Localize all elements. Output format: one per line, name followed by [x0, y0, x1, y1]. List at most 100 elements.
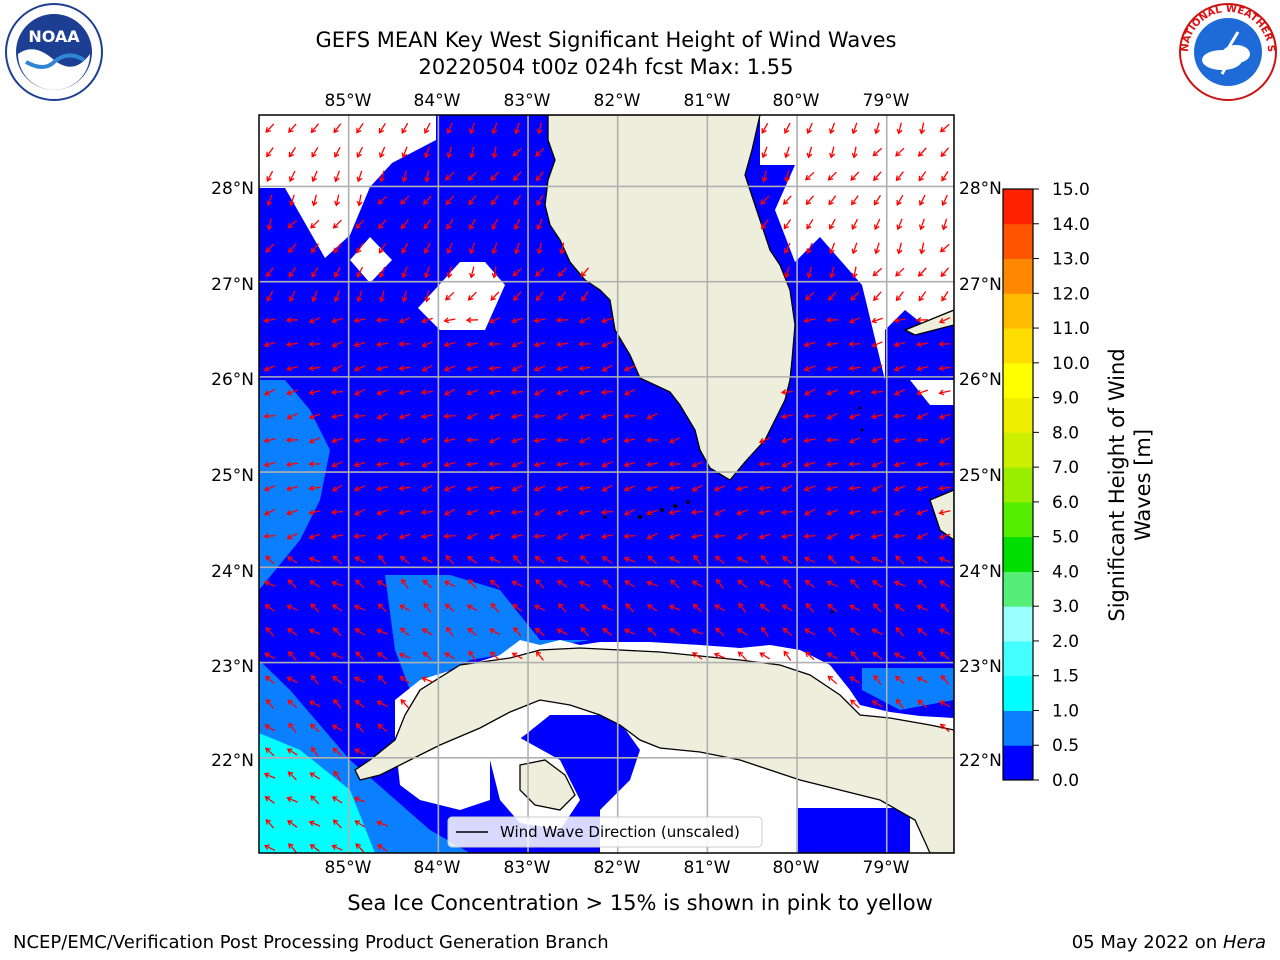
- wind-wave-arrow: [555, 461, 568, 468]
- wind-wave-arrow: [870, 509, 884, 516]
- wind-wave-arrow: [939, 723, 950, 733]
- wind-wave-arrow: [424, 266, 430, 279]
- map-title: GEFS MEAN Key West Significant Height of…: [315, 28, 897, 52]
- wind-wave-arrow: [286, 796, 298, 803]
- wind-wave-arrow: [488, 365, 501, 372]
- wind-wave-arrow: [780, 533, 794, 540]
- wind-wave-arrow: [465, 341, 478, 348]
- wind-wave-arrow: [871, 484, 883, 492]
- wind-wave-arrow: [737, 651, 747, 661]
- wind-wave-arrow: [421, 628, 433, 636]
- wind-wave-arrow: [761, 626, 769, 637]
- colorbar-segment: [1003, 675, 1033, 711]
- wind-wave-arrow: [330, 509, 344, 516]
- wind-wave-arrow: [918, 194, 926, 206]
- wind-wave-arrow: [624, 508, 636, 516]
- wind-wave-arrow: [736, 509, 748, 516]
- wind-wave-arrow: [468, 195, 477, 206]
- wind-wave-arrow: [308, 437, 321, 444]
- wind-wave-arrow: [938, 413, 951, 420]
- wind-wave-arrow: [379, 170, 385, 183]
- wind-wave-arrow: [263, 365, 276, 372]
- wind-wave-arrow: [488, 556, 501, 563]
- wind-wave-arrow: [332, 819, 342, 829]
- wind-wave-arrow: [825, 461, 838, 468]
- wind-wave-arrow: [600, 509, 614, 516]
- wind-wave-arrow: [940, 674, 949, 685]
- wind-wave-arrow: [535, 267, 545, 277]
- lat-tick-right: 25°N: [959, 466, 1002, 486]
- wind-wave-arrow: [825, 437, 839, 444]
- lon-tick-bottom: 79°W: [863, 858, 910, 878]
- wind-wave-arrow: [917, 699, 928, 709]
- wind-wave-arrow: [422, 579, 433, 589]
- wind-wave-arrow: [916, 412, 928, 420]
- wind-wave-arrow: [353, 365, 366, 372]
- lat-tick-right: 24°N: [959, 562, 1002, 582]
- wind-wave-arrow: [533, 413, 546, 420]
- wind-wave-arrow: [849, 627, 860, 637]
- wind-wave-arrow: [401, 122, 409, 134]
- wind-wave-arrow: [378, 242, 386, 254]
- wind-wave-arrow: [378, 122, 386, 134]
- wind-wave-arrow: [353, 796, 366, 803]
- wind-wave-arrow: [938, 628, 951, 635]
- wind-wave-arrow: [938, 485, 951, 492]
- wind-wave-arrow: [489, 579, 500, 588]
- wind-wave-arrow: [896, 194, 904, 206]
- legend-label: Wind Wave Direction (unscaled): [500, 823, 740, 841]
- wind-wave-arrow: [466, 389, 478, 396]
- wind-wave-arrow: [851, 266, 858, 279]
- map-frame: [258, 114, 955, 854]
- wind-wave-arrow: [355, 219, 365, 230]
- wind-wave-arrow: [444, 291, 455, 301]
- wind-wave-arrow: [511, 484, 523, 492]
- wind-wave-arrow: [488, 389, 501, 396]
- wind-wave-arrow: [939, 651, 950, 660]
- wind-wave-arrow: [893, 485, 906, 492]
- wind-wave-arrow: [938, 365, 951, 372]
- wind-wave-arrow: [376, 700, 388, 707]
- wind-wave-arrow: [375, 461, 388, 468]
- wind-wave-arrow: [803, 341, 816, 348]
- wind-wave-arrow: [872, 267, 883, 277]
- wind-wave-arrow: [330, 533, 344, 540]
- wind-wave-arrow: [556, 365, 568, 372]
- wind-wave-arrow: [601, 341, 613, 348]
- map-subtitle: 20220504 t00z 024h fcst Max: 1.55: [418, 55, 794, 79]
- wind-wave-arrow: [919, 122, 926, 135]
- noaa-logo-text: NOAA: [28, 27, 80, 46]
- wind-wave-arrow: [308, 509, 321, 516]
- cuba-land: [354, 647, 954, 853]
- wind-wave-arrow: [848, 389, 861, 396]
- wind-wave-arrow: [466, 532, 478, 540]
- wind-wave-arrow: [895, 555, 905, 565]
- wave-zone-east: [862, 668, 954, 710]
- wind-wave-arrow: [309, 844, 320, 852]
- wind-wave-arrow: [423, 602, 432, 613]
- colorbar-tick-label: 1.0: [1052, 701, 1079, 721]
- wind-wave-arrow: [803, 437, 816, 444]
- wind-wave-arrow: [511, 580, 523, 587]
- wind-wave-arrow: [266, 170, 274, 182]
- wind-wave-arrow: [310, 795, 320, 805]
- wind-wave-arrow: [286, 389, 298, 396]
- wind-wave-arrow: [511, 364, 523, 372]
- wind-wave-arrow: [467, 627, 478, 637]
- wind-wave-arrow: [578, 389, 591, 396]
- wind-wave-arrow: [400, 578, 409, 589]
- wind-wave-arrow: [805, 195, 814, 206]
- wind-wave-arrow: [849, 676, 861, 684]
- wind-wave-arrow: [760, 195, 770, 205]
- wind-wave-arrow: [759, 603, 770, 613]
- wind-wave-arrow: [828, 195, 837, 206]
- wind-wave-arrow: [939, 123, 950, 133]
- wind-wave-arrow: [826, 652, 838, 660]
- wind-wave-arrow: [578, 317, 591, 324]
- wind-wave-arrow: [623, 461, 636, 468]
- wind-wave-arrow: [444, 580, 456, 588]
- wind-wave-arrow: [916, 365, 928, 372]
- wind-wave-arrow: [377, 652, 388, 660]
- wind-wave-arrow: [758, 509, 771, 516]
- wind-wave-arrow: [308, 317, 321, 324]
